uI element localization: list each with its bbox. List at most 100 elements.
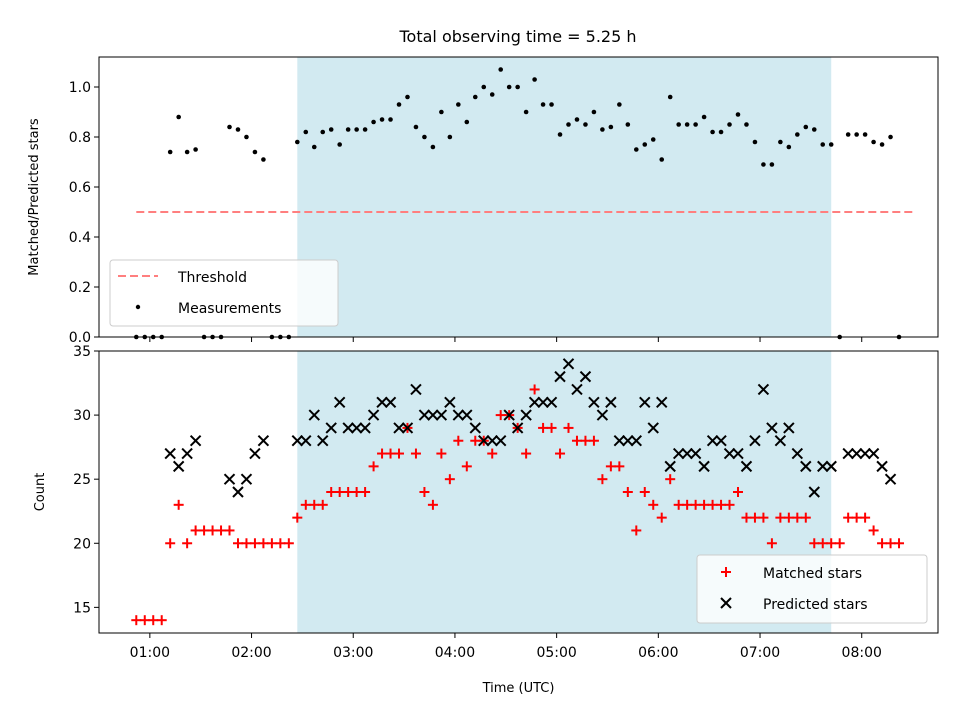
measurement-point (227, 124, 232, 130)
shaded-region (297, 57, 832, 337)
measurement-point (735, 112, 741, 117)
predicted-star-point (444, 396, 456, 408)
matched-star-point (877, 538, 888, 549)
matched-star-point (207, 525, 218, 536)
matched-star-point (741, 512, 752, 523)
measurement-point (362, 127, 368, 132)
y-tick-label: 35 (73, 344, 91, 360)
measurement-point (828, 142, 834, 147)
top-axes-frame (98, 56, 939, 338)
predicted-star-point (774, 435, 787, 447)
predicted-star-point (825, 460, 837, 473)
predicted-star-point (817, 460, 829, 473)
matched-star-point (156, 615, 167, 626)
matched-star-point (665, 474, 676, 485)
matched-star-point (605, 461, 616, 472)
measurement-point (574, 117, 580, 122)
measurement-point (430, 144, 436, 150)
matched-star-point (232, 538, 243, 549)
measurement-point (566, 122, 571, 127)
predicted-star-point (520, 409, 532, 421)
predicted-star-point (740, 460, 753, 473)
measurement-point (456, 102, 461, 107)
measurement-point (439, 109, 444, 115)
matched-star-point (275, 538, 286, 549)
matched-star-point (216, 525, 227, 536)
predicted-star-point (545, 396, 558, 408)
predicted-star-point (664, 460, 676, 473)
predicted-star-point (427, 409, 439, 421)
legend-threshold-label: Threshold (177, 270, 247, 286)
predicted-star-point (622, 435, 634, 447)
legend-matched-marker (721, 567, 731, 577)
predicted-star-point (613, 435, 626, 447)
measurement-point (803, 124, 809, 130)
measurement-point (320, 129, 326, 135)
bottom-axes: 15 20 25 30 35 01:00 02:00 03:00 04:00 05:00 06:00… (33, 344, 939, 696)
predicted-star-point (757, 383, 770, 396)
predicted-star-point (308, 409, 320, 421)
measurement-point (235, 127, 241, 132)
predicted-star-point (410, 383, 422, 396)
predicted-star-point (783, 422, 795, 434)
matched-star-point (817, 538, 828, 549)
matched-star-point (639, 487, 650, 497)
measurement-point (193, 147, 198, 152)
matched-star-point (631, 525, 642, 536)
chart-title: Total observing time = 5.25 h (398, 27, 636, 46)
measurement-point (778, 139, 783, 145)
matched-star-point (360, 487, 371, 497)
measurement-point (540, 102, 546, 107)
matched-star-point (894, 538, 905, 549)
x-tick-label: 03:00 (333, 645, 373, 661)
measurement-point (295, 139, 300, 145)
matched-star-point (614, 461, 625, 472)
matched-star-point (868, 525, 879, 536)
predicted-star-point (732, 447, 744, 460)
matched-star-point (173, 499, 184, 510)
matched-star-point (343, 487, 354, 497)
matched-star-point (792, 512, 803, 523)
x-tick-label: 08:00 (842, 645, 882, 661)
measurement-point (244, 134, 249, 140)
matched-star-point (165, 538, 176, 549)
matched-star-point (351, 487, 362, 497)
predicted-star-point (486, 435, 498, 447)
matched-star-point (224, 525, 235, 536)
measurement-point (557, 132, 563, 137)
top-y-axis-label: Matched/Predicted stars (27, 118, 42, 276)
measurement-point (642, 142, 648, 147)
matched-star-point (749, 512, 760, 523)
measurement-point (345, 127, 351, 132)
x-tick-label: 04:00 (435, 645, 475, 661)
matched-star-point (783, 512, 794, 523)
matched-star-point (470, 435, 481, 446)
x-tick-label: 02:00 (231, 645, 271, 661)
predicted-star-point (359, 422, 371, 434)
measurement-point (371, 119, 376, 125)
measurement-point (752, 139, 758, 145)
matched-star-point (453, 435, 464, 446)
measurement-point (659, 157, 665, 162)
matched-star-point (394, 448, 405, 459)
matched-star-point (851, 512, 862, 523)
predicted-star-point (164, 447, 176, 460)
matched-star-point (580, 435, 591, 446)
measurement-point (396, 102, 402, 107)
measurement-point (184, 149, 190, 155)
matched-star-point (182, 538, 193, 549)
matched-star-point (800, 512, 811, 523)
matched-star-point (300, 499, 311, 510)
measurement-point (303, 129, 309, 135)
predicted-star-point (884, 473, 897, 485)
measurement-point (337, 142, 342, 147)
matched-star-point (199, 525, 210, 536)
predicted-star-point (350, 422, 363, 434)
bottom-y-axis-label: Count (33, 473, 48, 512)
predicted-star-point (435, 409, 448, 421)
predicted-star-point (639, 396, 651, 408)
bottom-legend: Matched stars Predicted stars (696, 554, 928, 624)
measurement-point (379, 117, 385, 122)
matched-star-point (436, 448, 447, 459)
predicted-star-point (571, 383, 583, 396)
